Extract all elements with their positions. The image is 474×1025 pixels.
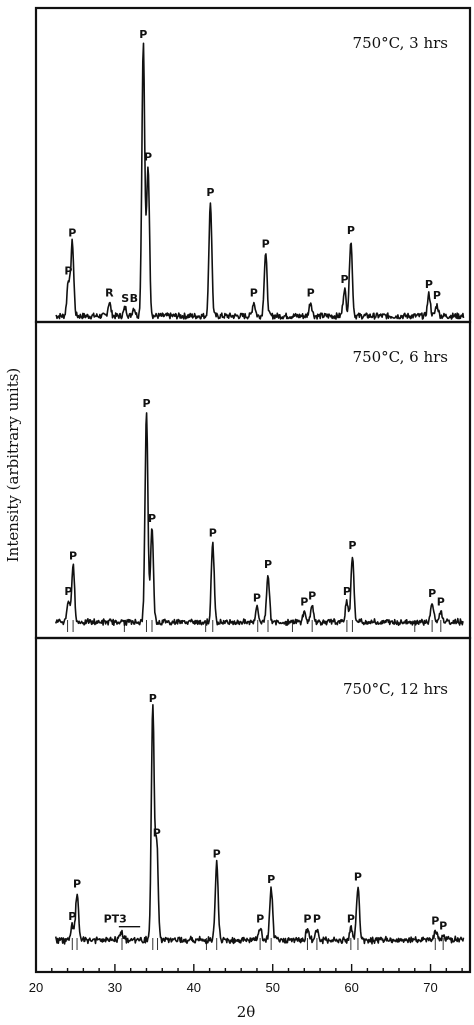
panel-frame — [34, 6, 472, 324]
peak-label: P — [256, 912, 264, 925]
x-tick-label: 40 — [187, 980, 201, 995]
peak-label: P — [149, 692, 157, 705]
peak-label: R — [105, 286, 114, 299]
peak-label: P — [428, 587, 436, 600]
peak-label: P — [264, 558, 272, 571]
condition-label: 750°C, 6 hrs — [353, 348, 448, 366]
peak-label: P — [206, 186, 214, 199]
peak-label: P — [64, 265, 72, 278]
peak-label: P — [250, 286, 258, 299]
x-tick-label: 60 — [344, 980, 358, 995]
peak-label: P — [354, 871, 362, 884]
x-tick-label: 70 — [423, 980, 437, 995]
y-axis-label: Intensity (arbitrary units) — [4, 368, 22, 563]
panel-frame — [34, 636, 472, 974]
peak-label: P — [68, 910, 76, 923]
peak-label: P — [209, 527, 217, 540]
peak-label: P — [300, 596, 308, 609]
peak-label: P — [142, 397, 150, 410]
peak-label: P — [431, 915, 439, 928]
peak-label: P — [73, 878, 81, 891]
peak-label: P — [148, 512, 156, 525]
peak-label: P — [341, 273, 349, 286]
x-tick-label: 50 — [265, 980, 279, 995]
peak-label: P — [153, 827, 161, 840]
peak-label: P — [437, 596, 445, 609]
peak-label: P — [69, 550, 77, 563]
x-tick-label: 20 — [29, 980, 43, 995]
peak-label: P — [347, 912, 355, 925]
peak-label: P — [262, 237, 270, 250]
peak-label: P — [64, 585, 72, 598]
peak-label: S — [121, 292, 129, 305]
peak-label: P — [307, 286, 315, 299]
peak-label: PT3 — [104, 913, 127, 926]
diffraction-trace — [55, 42, 465, 320]
peak-label: P — [308, 589, 316, 602]
peak-label: P — [425, 278, 433, 291]
peak-label: P — [144, 150, 152, 163]
peak-label: P — [68, 227, 76, 240]
condition-label: 750°C, 12 hrs — [343, 680, 448, 698]
peak-label: P — [267, 873, 275, 886]
peak-label: P — [347, 224, 355, 237]
peak-label: B — [130, 292, 138, 305]
peak-label: P — [348, 539, 356, 552]
peak-label: P — [439, 919, 447, 932]
x-axis: 20 30 40 50 60 70 — [29, 964, 463, 995]
peak-label: P — [139, 28, 147, 41]
peak-label: P — [213, 847, 221, 860]
peak-label: P — [303, 912, 311, 925]
x-axis-label: 2θ — [237, 1003, 256, 1021]
x-tick-label: 30 — [108, 980, 122, 995]
peak-label: P — [253, 591, 261, 604]
peak-label: P — [433, 289, 441, 302]
diffraction-trace — [54, 412, 464, 627]
peak-label: P — [343, 585, 351, 598]
diffraction-trace — [54, 703, 465, 945]
condition-label: 750°C, 3 hrs — [353, 34, 448, 52]
peak-label: P — [313, 912, 321, 925]
